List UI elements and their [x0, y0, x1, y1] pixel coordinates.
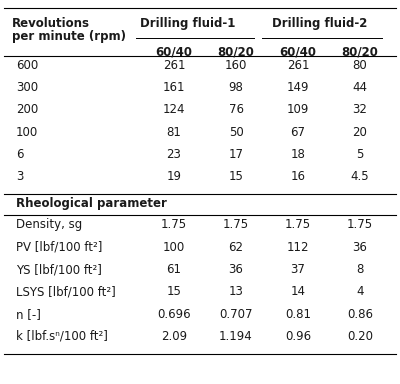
Text: 37: 37	[290, 263, 306, 276]
Text: 19: 19	[166, 170, 182, 183]
Text: 60/40: 60/40	[280, 45, 316, 58]
Text: 13: 13	[228, 285, 244, 298]
Text: 261: 261	[287, 59, 309, 72]
Text: 0.20: 0.20	[347, 330, 373, 343]
Text: n [-]: n [-]	[16, 308, 41, 321]
Text: 300: 300	[16, 81, 38, 94]
Text: 1.75: 1.75	[223, 218, 249, 232]
Text: 1.75: 1.75	[285, 218, 311, 232]
Text: 80/20: 80/20	[218, 45, 254, 58]
Text: 4.5: 4.5	[351, 170, 369, 183]
Text: Density, sg: Density, sg	[16, 218, 82, 232]
Text: PV [lbf/100 ft²]: PV [lbf/100 ft²]	[16, 241, 102, 254]
Text: 0.96: 0.96	[285, 330, 311, 343]
Text: 109: 109	[287, 103, 309, 116]
Text: 0.696: 0.696	[157, 308, 191, 321]
Text: 5: 5	[356, 148, 364, 161]
Text: 62: 62	[228, 241, 244, 254]
Text: 15: 15	[166, 285, 182, 298]
Text: 80/20: 80/20	[342, 45, 378, 58]
Text: 4: 4	[356, 285, 364, 298]
Text: Drilling fluid-2: Drilling fluid-2	[272, 17, 368, 30]
Text: 124: 124	[163, 103, 185, 116]
Text: 16: 16	[290, 170, 306, 183]
Text: per minute (rpm): per minute (rpm)	[12, 30, 126, 43]
Text: k [lbf.sⁿ/100 ft²]: k [lbf.sⁿ/100 ft²]	[16, 330, 108, 343]
Text: 20: 20	[352, 126, 368, 139]
Text: 80: 80	[353, 59, 367, 72]
Text: 160: 160	[225, 59, 247, 72]
Text: 36: 36	[352, 241, 368, 254]
Text: 36: 36	[228, 263, 244, 276]
Text: 0.81: 0.81	[285, 308, 311, 321]
Text: 261: 261	[163, 59, 185, 72]
Text: 23: 23	[166, 148, 182, 161]
Text: 32: 32	[352, 103, 368, 116]
Text: 112: 112	[287, 241, 309, 254]
Text: 17: 17	[228, 148, 244, 161]
Text: 3: 3	[16, 170, 23, 183]
Text: 44: 44	[352, 81, 368, 94]
Text: 149: 149	[287, 81, 309, 94]
Text: 67: 67	[290, 126, 306, 139]
Text: 600: 600	[16, 59, 38, 72]
Text: 1.194: 1.194	[219, 330, 253, 343]
Text: 1.75: 1.75	[161, 218, 187, 232]
Text: 76: 76	[228, 103, 244, 116]
Text: 81: 81	[166, 126, 182, 139]
Text: Revolutions: Revolutions	[12, 17, 90, 30]
Text: LSYS [lbf/100 ft²]: LSYS [lbf/100 ft²]	[16, 285, 116, 298]
Text: 100: 100	[163, 241, 185, 254]
Text: 161: 161	[163, 81, 185, 94]
Text: 98: 98	[228, 81, 244, 94]
Text: 61: 61	[166, 263, 182, 276]
Text: 18: 18	[290, 148, 306, 161]
Text: 6: 6	[16, 148, 24, 161]
Text: 60/40: 60/40	[156, 45, 192, 58]
Text: 8: 8	[356, 263, 364, 276]
Text: 14: 14	[290, 285, 306, 298]
Text: 0.707: 0.707	[219, 308, 253, 321]
Text: 100: 100	[16, 126, 38, 139]
Text: 1.75: 1.75	[347, 218, 373, 232]
Text: 0.86: 0.86	[347, 308, 373, 321]
Text: YS [lbf/100 ft²]: YS [lbf/100 ft²]	[16, 263, 102, 276]
Text: 200: 200	[16, 103, 38, 116]
Text: 2.09: 2.09	[161, 330, 187, 343]
Text: Drilling fluid-1: Drilling fluid-1	[140, 17, 236, 30]
Text: Rheological parameter: Rheological parameter	[16, 197, 167, 210]
Text: 50: 50	[229, 126, 243, 139]
Text: 15: 15	[228, 170, 244, 183]
